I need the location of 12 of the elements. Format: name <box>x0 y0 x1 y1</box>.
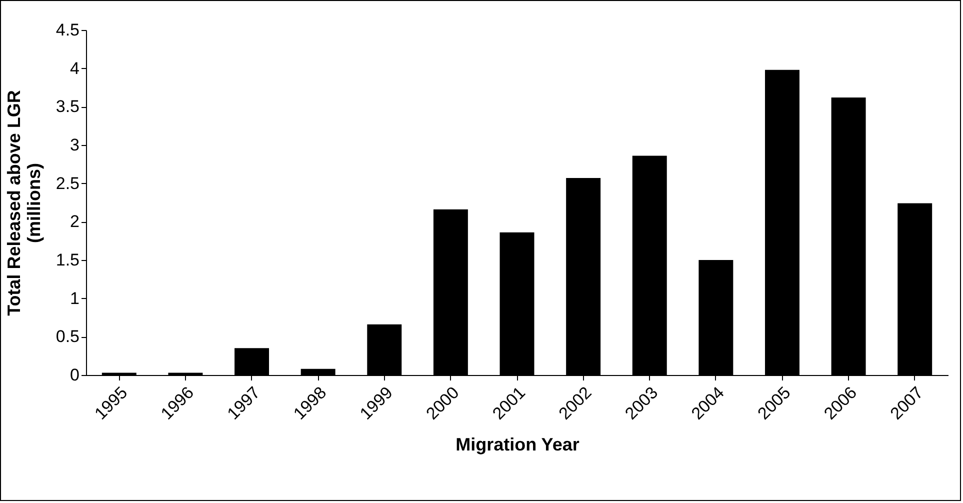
y-tick-label: 1 <box>70 288 80 308</box>
y-tick-label: 0 <box>70 366 80 384</box>
y-tick-label: 4.5 <box>56 20 80 40</box>
y-tick-label: 4 <box>70 58 80 78</box>
x-axis-title: Migration Year <box>456 434 580 455</box>
y-tick-label: 2 <box>70 212 80 232</box>
y-tick-label: 3.5 <box>56 97 80 116</box>
y-tick-label: 0.5 <box>56 327 80 346</box>
y-tick-label: 2.5 <box>56 174 80 193</box>
y-tick-label: 1.5 <box>56 250 80 270</box>
y-tick-label: 3 <box>70 136 80 154</box>
y-axis-title: Total Released above LGR (millions) <box>4 90 44 316</box>
